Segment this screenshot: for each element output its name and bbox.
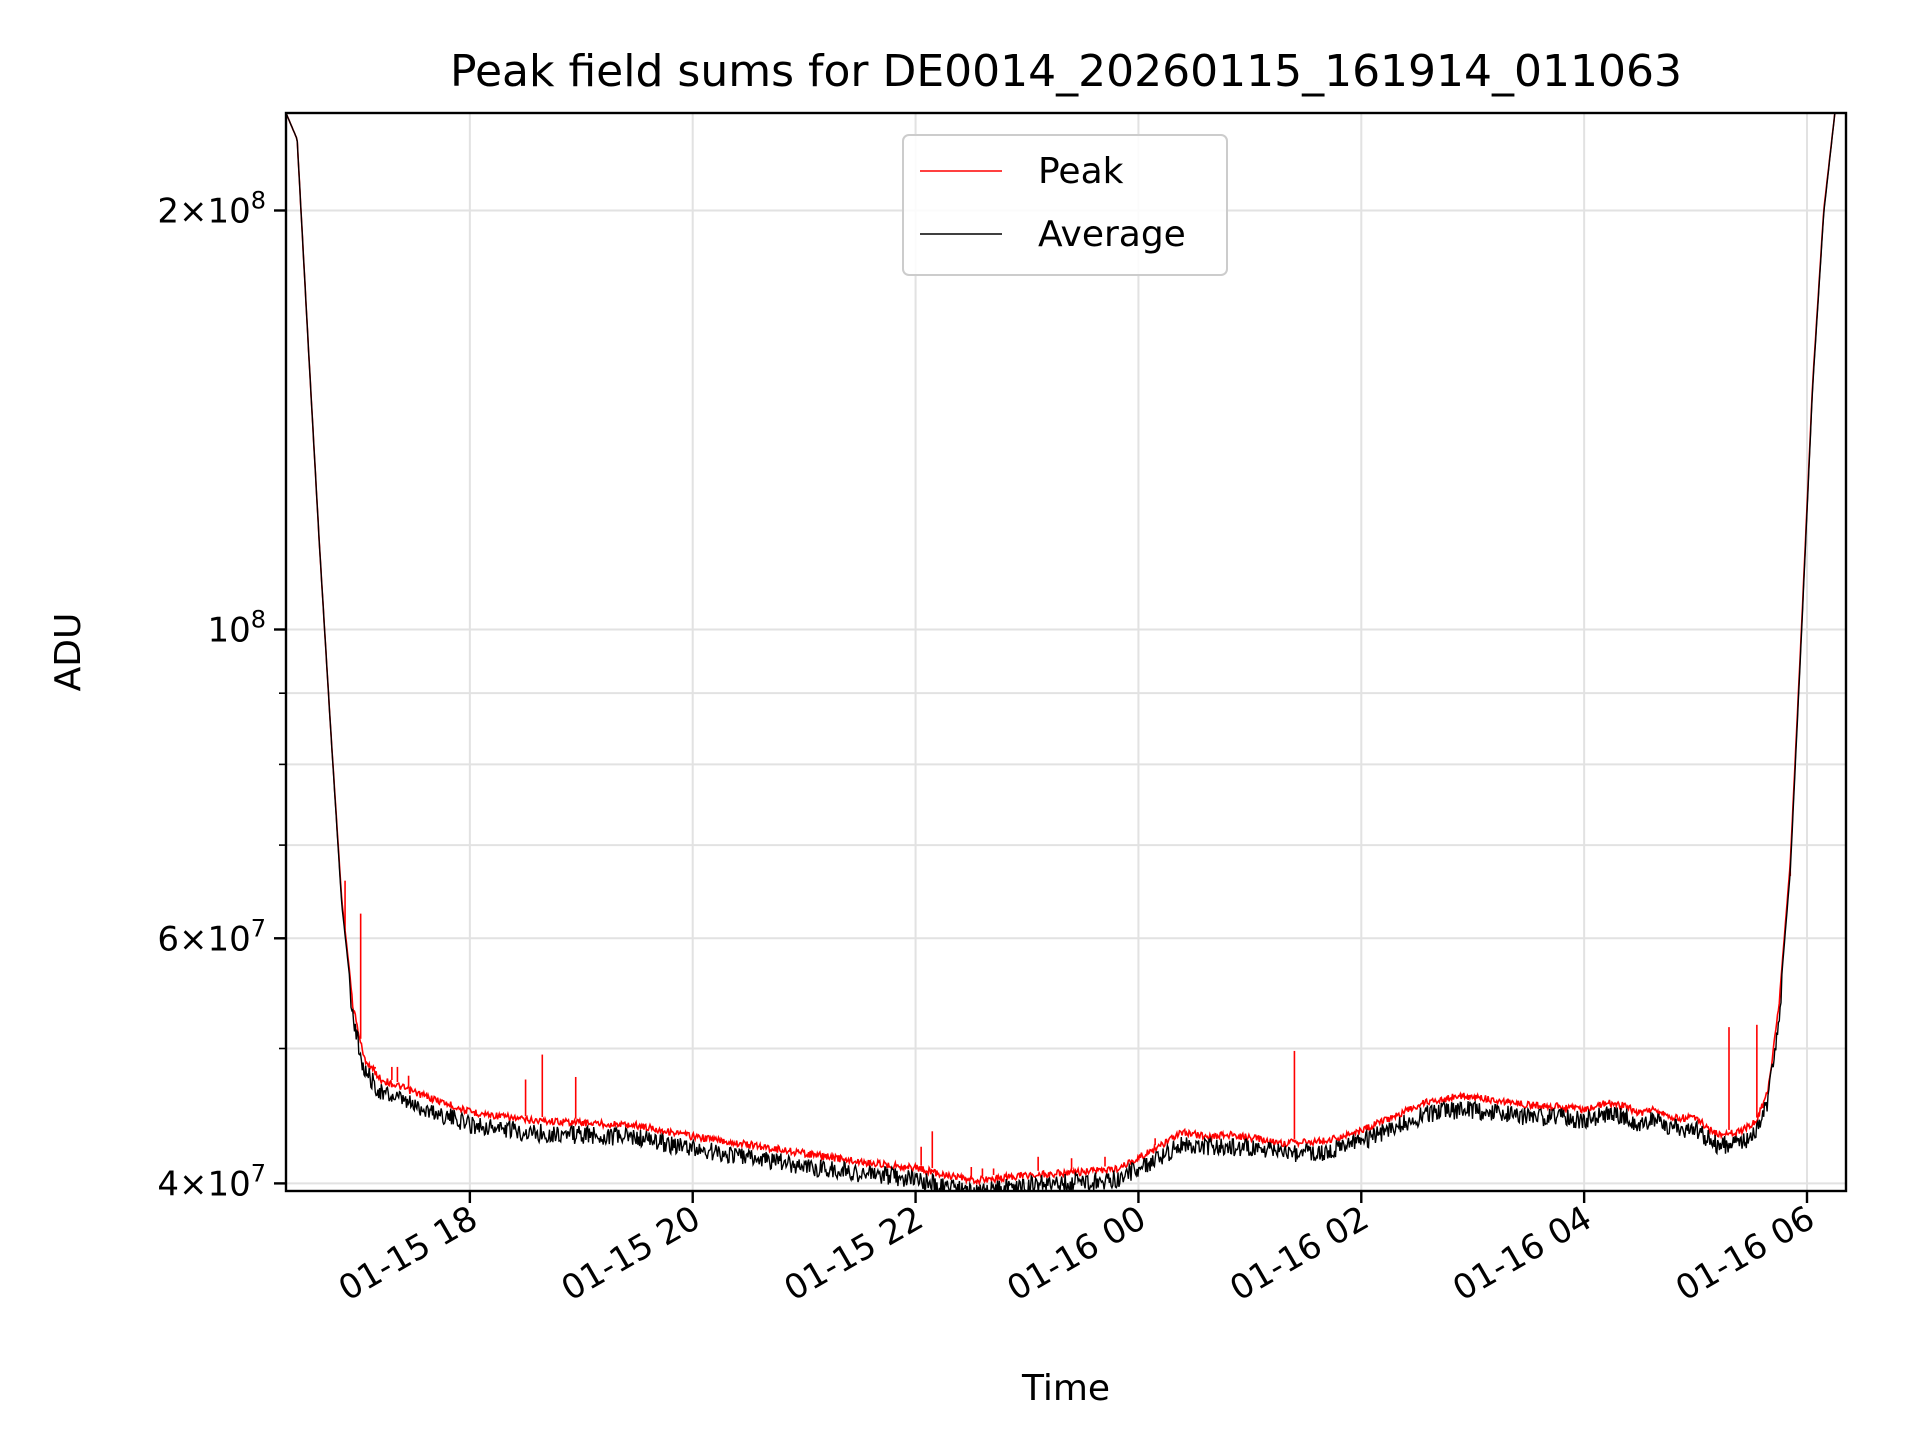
series-layer	[286, 113, 1846, 1191]
plot-frame	[284, 111, 1848, 1193]
y-tick-label: 2×108	[157, 186, 266, 231]
legend-box	[902, 134, 1228, 276]
series-line-peak	[286, 113, 1846, 1187]
y-axis-label: ADU	[48, 613, 89, 692]
legend-label-average: Average	[1038, 214, 1186, 255]
y-tick-label: 6×107	[157, 914, 266, 959]
series-line-average	[286, 113, 1846, 1191]
chart-title: Peak field sums for DE0014_20260115_1619…	[450, 46, 1682, 97]
y-tick-label: 4×107	[157, 1159, 266, 1204]
legend: Peak Average	[902, 134, 1228, 276]
legend-label-peak: Peak	[1038, 151, 1124, 192]
x-axis-label: Time	[1021, 1368, 1110, 1409]
y-tick-label: 108	[207, 605, 266, 650]
